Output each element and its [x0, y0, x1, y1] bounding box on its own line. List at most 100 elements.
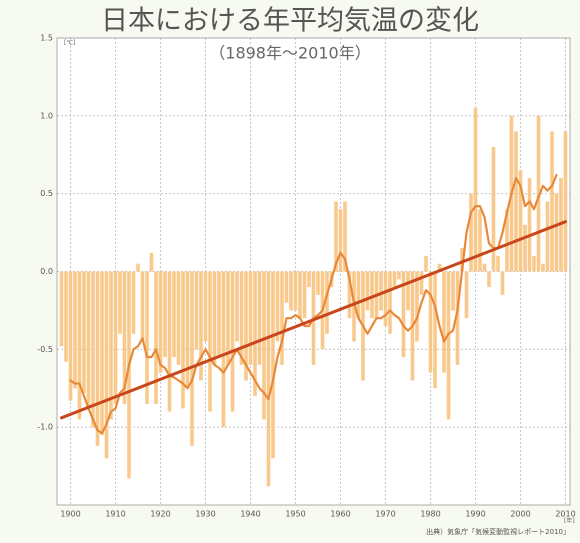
- bar: [424, 255, 428, 272]
- bar: [383, 271, 388, 326]
- bar: [172, 271, 176, 358]
- bar: [365, 271, 370, 311]
- bar: [514, 131, 518, 272]
- y-tick-label: 0.0: [40, 267, 53, 276]
- x-tick-label: 2010: [555, 510, 575, 519]
- bar: [95, 271, 100, 446]
- y-tick-label: -1.0: [37, 423, 53, 432]
- bar: [217, 271, 221, 358]
- bar: [518, 170, 523, 272]
- bar: [343, 201, 347, 272]
- bar: [181, 271, 185, 409]
- bar: [100, 271, 104, 435]
- bar: [208, 271, 212, 412]
- bar: [73, 271, 77, 389]
- y-tick-label: 0.5: [40, 189, 53, 198]
- bar: [325, 271, 329, 334]
- x-tick-label: 1940: [240, 510, 260, 519]
- bar: [500, 271, 505, 295]
- bar: [397, 271, 401, 280]
- bar: [460, 248, 464, 272]
- bar: [284, 271, 289, 303]
- bar: [563, 131, 568, 272]
- bar: [176, 271, 181, 365]
- bar: [442, 271, 446, 373]
- chart-subtitle: （1898年～2010年）: [209, 44, 370, 63]
- bar: [554, 193, 559, 272]
- bar: [82, 271, 86, 393]
- bar: [149, 252, 154, 272]
- bar: [239, 271, 244, 365]
- bar: [356, 271, 361, 319]
- bar: [122, 271, 127, 404]
- bar: [406, 271, 410, 311]
- bar: [190, 271, 194, 446]
- bar: [248, 271, 253, 365]
- bar: [469, 193, 473, 272]
- bar: [235, 271, 239, 342]
- bar: [194, 271, 199, 350]
- bar: [140, 271, 145, 342]
- line: [60, 220, 567, 420]
- bar: [145, 271, 149, 404]
- bar: [316, 271, 320, 295]
- bar: [298, 271, 302, 319]
- x-tick-label: 2000: [510, 510, 530, 519]
- x-tick-label: 1910: [105, 510, 125, 519]
- bar: [154, 271, 158, 404]
- y-tick-label: -0.5: [37, 345, 53, 354]
- bar: [464, 271, 469, 319]
- bar: [415, 271, 419, 342]
- bar: [334, 201, 338, 272]
- bar: [428, 271, 433, 373]
- bar: [199, 271, 203, 381]
- bar: [167, 271, 172, 412]
- bar: [289, 271, 293, 311]
- bar: [68, 271, 73, 401]
- bar: [392, 271, 397, 288]
- bar: [482, 263, 487, 272]
- bar: [379, 271, 383, 311]
- bar: [118, 271, 122, 334]
- chart-title: 日本における年平均気温の変化: [101, 6, 479, 37]
- y-tick-label: 1.0: [40, 111, 53, 120]
- bar: [113, 271, 118, 404]
- bar: [487, 271, 491, 288]
- source-note: 出典）気象庁「気候変動監視レポート2010」: [426, 527, 570, 536]
- bar: [244, 271, 248, 381]
- bar: [203, 271, 208, 342]
- y-tick-label: 1.5: [40, 34, 53, 43]
- bar: [338, 209, 343, 272]
- x-tick-label: 1990: [465, 510, 485, 519]
- y-unit: [℃]: [64, 40, 75, 47]
- x-unit: [年]: [564, 517, 575, 525]
- bar: [527, 178, 532, 272]
- bar: [437, 263, 442, 272]
- bar: [266, 271, 271, 487]
- bar: [478, 209, 482, 272]
- bar: [230, 271, 235, 412]
- bar: [307, 271, 311, 288]
- bar: [275, 271, 280, 342]
- bar: [491, 146, 496, 272]
- x-tick-label: 1920: [150, 510, 170, 519]
- x-tick-label: 1930: [195, 510, 215, 519]
- bar: [433, 271, 437, 389]
- x-tick-label: 1900: [60, 510, 80, 519]
- bar: [185, 271, 190, 389]
- bar: [257, 271, 262, 365]
- bar: [419, 271, 424, 295]
- bar: [77, 271, 82, 420]
- bar: [446, 271, 451, 420]
- plot-frame: [56, 37, 571, 506]
- bar: [388, 271, 392, 334]
- bar: [136, 263, 140, 272]
- bar: [280, 271, 284, 365]
- bar: [293, 271, 298, 311]
- x-tick-label: 1970: [375, 510, 395, 519]
- bar: [131, 271, 136, 334]
- x-tick-label: 1950: [285, 510, 305, 519]
- bar: [536, 115, 541, 272]
- bar: [221, 271, 226, 428]
